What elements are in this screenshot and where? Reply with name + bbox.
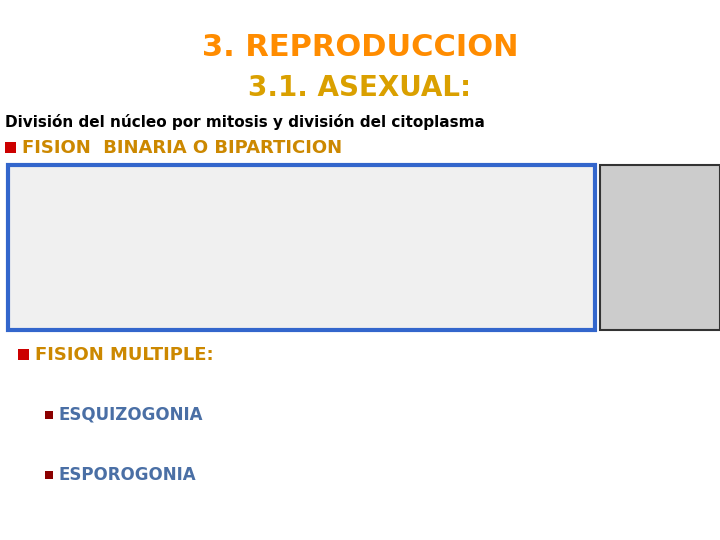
Bar xyxy=(600,165,720,330)
Text: FISION  BINARIA O BIPARTICION: FISION BINARIA O BIPARTICION xyxy=(22,139,342,157)
Bar xyxy=(45,471,53,479)
Text: División del núcleo por mitosis y división del citoplasma: División del núcleo por mitosis y divisi… xyxy=(5,114,485,130)
Text: ESQUIZOGONIA: ESQUIZOGONIA xyxy=(58,406,202,424)
Bar xyxy=(18,349,29,360)
Bar xyxy=(5,142,16,153)
Text: ESPOROGONIA: ESPOROGONIA xyxy=(58,466,196,484)
Bar xyxy=(45,411,53,419)
Text: 3.1. ASEXUAL:: 3.1. ASEXUAL: xyxy=(248,74,472,102)
Text: 3. REPRODUCCION: 3. REPRODUCCION xyxy=(202,33,518,63)
Text: FISION MULTIPLE:: FISION MULTIPLE: xyxy=(35,346,214,364)
Bar xyxy=(8,165,595,330)
